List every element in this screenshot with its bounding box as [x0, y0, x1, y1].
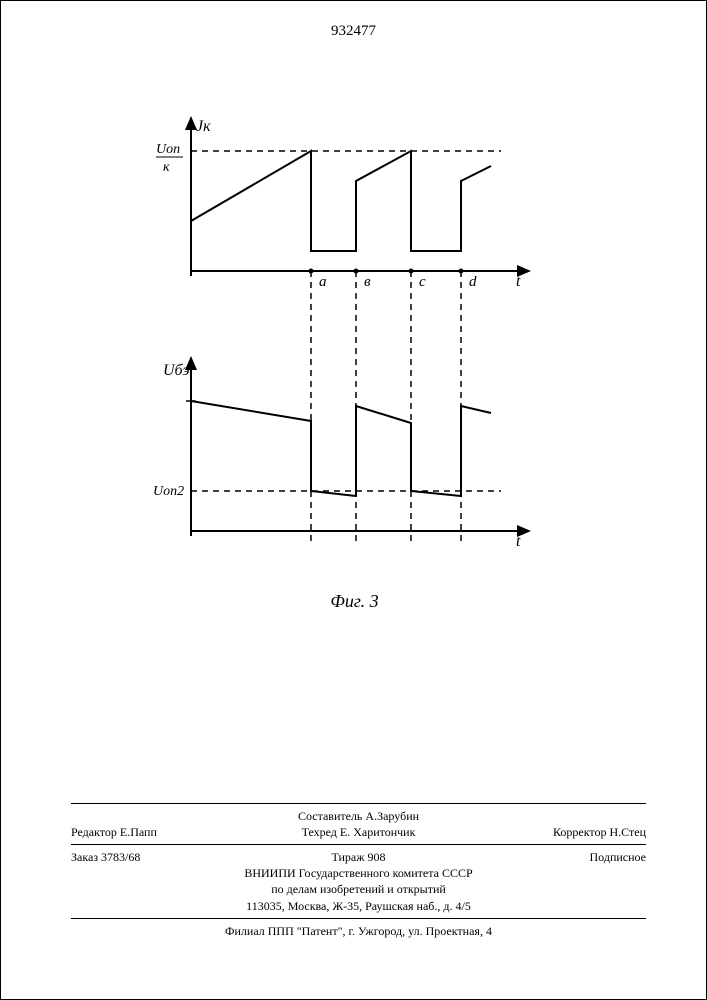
- figure-caption: Фиг. 3: [1, 591, 707, 612]
- divider: [71, 844, 646, 845]
- chart-2: Uбэ t Uоп2: [153, 362, 521, 550]
- x-tick-c: c: [419, 274, 426, 290]
- print-run: Тираж 908: [263, 849, 455, 865]
- org-line-2: по делам изобретений и открытий: [71, 881, 646, 897]
- compiler-line: Составитель А.Зарубин: [71, 808, 646, 824]
- y-ref-label-2: Uоп2: [153, 484, 184, 499]
- x-tick-b: в: [364, 274, 371, 290]
- footer-block: Составитель А.Зарубин Редактор Е.Папп Те…: [71, 799, 646, 939]
- waveform-2: [191, 401, 491, 496]
- x-tick-a: a: [319, 274, 327, 290]
- divider: [71, 803, 646, 804]
- x-tick-d: d: [469, 274, 477, 290]
- y-axis-label-2: Uбэ: [163, 362, 189, 379]
- y-ref-label-1a: Uоп: [156, 142, 180, 157]
- order-number: Заказ 3783/68: [71, 849, 263, 865]
- x-axis-label-1: t: [516, 273, 521, 290]
- waveform-1: [191, 151, 491, 251]
- editor-label: Редактор Е.Папп: [71, 824, 263, 840]
- branch-line: Филиал ППП "Патент", г. Ужгород, ул. Про…: [71, 923, 646, 939]
- waveform-diagram: Jк t Uоп к a в c d: [121, 111, 541, 581]
- divider: [71, 918, 646, 919]
- figure-3: Jк t Uоп к a в c d: [121, 111, 541, 591]
- address-line: 113035, Москва, Ж-35, Раушская наб., д. …: [71, 898, 646, 914]
- org-line-1: ВНИИПИ Государственного комитета СССР: [71, 865, 646, 881]
- x-axis-label-2: t: [516, 533, 521, 550]
- corrector: Корректор Н.Стец: [454, 824, 646, 840]
- y-axis-label-1: Jк: [196, 118, 211, 135]
- page: 932477 Jк t Uоп к: [0, 0, 707, 1000]
- document-number: 932477: [1, 23, 706, 40]
- chart-1: Jк t Uоп к a в c d: [156, 118, 521, 290]
- subscription: Подписное: [454, 849, 646, 865]
- y-ref-label-1b: к: [163, 160, 170, 175]
- tech-editor: Техред Е. Харитончик: [263, 824, 455, 840]
